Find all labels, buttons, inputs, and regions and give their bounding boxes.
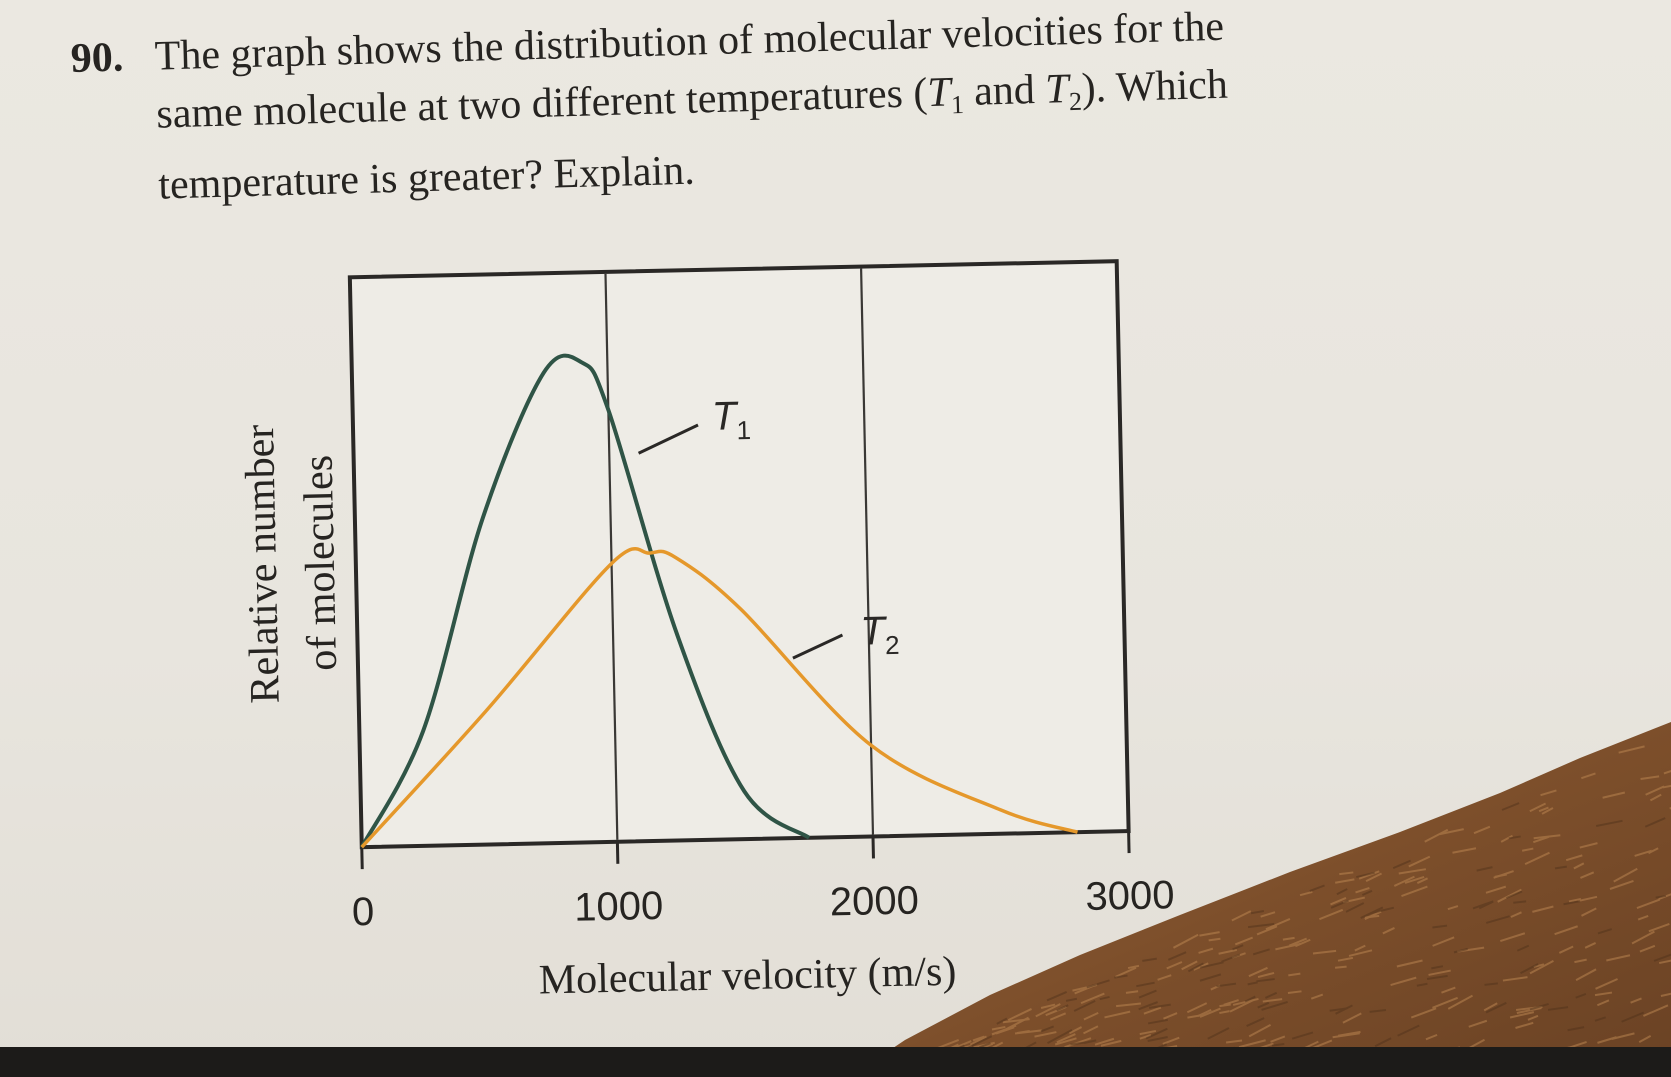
t1-curve-label: T1 [711,394,751,446]
t2-leader-line [792,633,844,660]
y-axis-label-line-2: of molecules [296,455,347,672]
reference-lines [604,268,875,840]
x-tick-label-2000: 2000 [829,879,919,925]
series-curves [360,353,1078,849]
x-tick-label-0: 0 [352,890,375,934]
series-line-t2 [360,546,1078,849]
series-line-t1 [360,353,811,849]
t1-leader-line [637,423,699,455]
y-axis-label-line-1: Relative number [237,424,289,704]
x-axis-ticks [360,831,1131,870]
t2-label-sub: 2 [885,630,900,660]
reference-line-2000 [860,268,875,835]
t2-curve-label: T2 [860,609,900,661]
x-tick-label-1000: 1000 [574,884,664,930]
reference-line-1000 [604,273,619,840]
x-axis-label: Molecular velocity (m/s) [538,949,956,1004]
t1-label-letter: T [711,394,739,439]
screen-bottom-edge [0,1047,1671,1077]
x-axis-tick-labels: 0 1000 2000 3000 [352,873,1175,934]
series-labels: T1 T2 [637,394,900,661]
t2-label-letter: T [860,609,888,654]
x-tick-label-3000: 3000 [1085,873,1175,919]
plot-frame [347,259,1131,850]
t1-label-sub: 1 [736,415,751,445]
